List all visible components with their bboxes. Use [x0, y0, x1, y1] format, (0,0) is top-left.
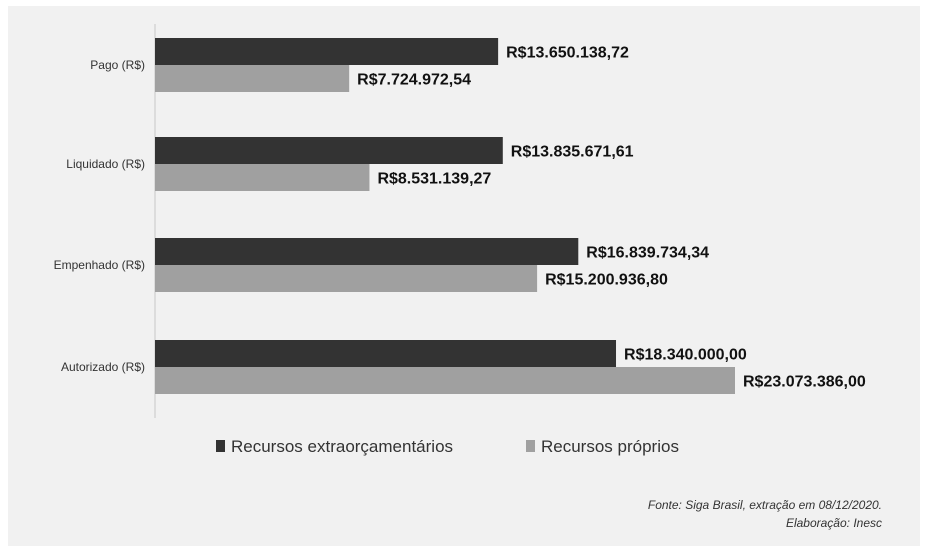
legend-item: Recursos extraorçamentários [216, 437, 453, 456]
data-label: R$7.724.972,54 [357, 72, 471, 89]
legend-label: Recursos próprios [541, 437, 679, 456]
bar-recursos-proprios [155, 65, 350, 92]
data-label: R$8.531.139,27 [377, 171, 491, 188]
bar-extraorcamentarios [155, 340, 617, 367]
bar-recursos-proprios [155, 265, 538, 292]
chart-panel: Pago (R$) R$13.650.138,72 R$7.724.972,54 Li… [8, 6, 920, 546]
data-label: R$13.835.671,61 [511, 144, 634, 161]
category-label: Liquidado (R$) [66, 157, 145, 171]
data-label: R$16.839.734,34 [586, 245, 709, 262]
category-label: Autorizado (R$) [61, 360, 145, 374]
source-note: Fonte: Siga Brasil, extração em 08/12/20… [648, 496, 882, 532]
bar-extraorcamentarios [155, 137, 503, 164]
bar-extraorcamentarios [155, 38, 499, 65]
bar-recursos-proprios [155, 367, 735, 394]
data-label: R$23.073.386,00 [743, 374, 866, 391]
legend-swatch [526, 440, 535, 452]
legend-item: Recursos próprios [526, 437, 679, 456]
category-label: Pago (R$) [90, 58, 145, 72]
source-text: Fonte: Siga Brasil, extração em 08/12/20… [647, 498, 882, 512]
category-label: Empenhado (R$) [54, 258, 145, 272]
legend-label: Recursos extraorçamentários [231, 437, 453, 456]
data-label: R$13.650.138,72 [506, 45, 629, 62]
bar-recursos-proprios [155, 164, 370, 191]
credit-text: Elaboração: Inesc [785, 516, 882, 530]
data-label: R$15.200.936,80 [545, 272, 668, 289]
bar-chart: Pago (R$) R$13.650.138,72 R$7.724.972,54 Li… [54, 24, 866, 456]
data-label: R$18.340.000,00 [624, 347, 747, 364]
legend-swatch [216, 440, 225, 452]
bar-extraorcamentarios [155, 238, 579, 265]
